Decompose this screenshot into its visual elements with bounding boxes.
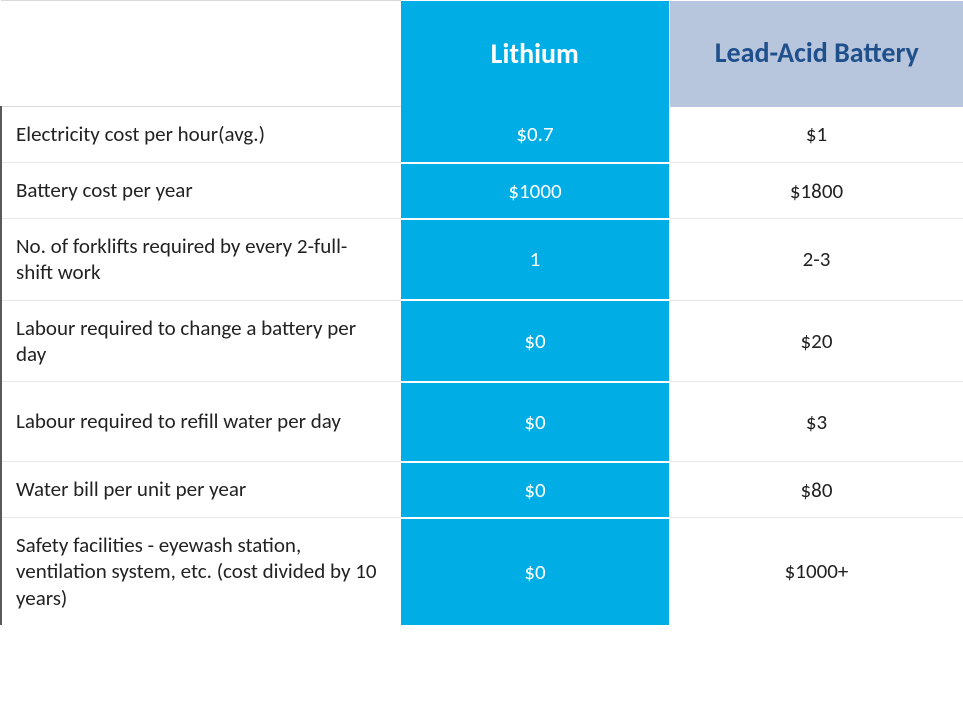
row-leadacid-value: $20: [669, 300, 963, 382]
table-row: Water bill per unit per year $0 $80: [1, 462, 963, 518]
table-row: No. of forklifts required by every 2-ful…: [1, 219, 963, 301]
table-row: Labour required to change a battery per …: [1, 300, 963, 382]
row-lithium-value: $0: [401, 300, 669, 382]
row-lithium-value: $0.7: [401, 107, 669, 163]
row-leadacid-value: $1: [669, 107, 963, 163]
row-leadacid-value: 2-3: [669, 219, 963, 301]
row-label: Safety facilities - eyewash station, ven…: [1, 518, 401, 625]
row-leadacid-value: $1000+: [669, 518, 963, 625]
row-label: Electricity cost per hour(avg.): [1, 107, 401, 163]
table-row: Safety facilities - eyewash station, ven…: [1, 518, 963, 625]
row-label: Water bill per unit per year: [1, 462, 401, 518]
row-leadacid-value: $1800: [669, 163, 963, 219]
header-blank: [1, 1, 401, 107]
row-label: No. of forklifts required by every 2-ful…: [1, 219, 401, 301]
table-header-row: Lithium Lead-Acid Battery: [1, 1, 963, 107]
row-lithium-value: $1000: [401, 163, 669, 219]
row-lithium-value: 1: [401, 219, 669, 301]
header-lead-acid: Lead-Acid Battery: [669, 1, 963, 107]
header-lithium: Lithium: [401, 1, 669, 107]
row-lithium-value: $0: [401, 382, 669, 462]
table-row: Electricity cost per hour(avg.) $0.7 $1: [1, 107, 963, 163]
row-leadacid-value: $80: [669, 462, 963, 518]
row-label: Labour required to change a battery per …: [1, 300, 401, 382]
row-lithium-value: $0: [401, 462, 669, 518]
row-lithium-value: $0: [401, 518, 669, 625]
row-leadacid-value: $3: [669, 382, 963, 462]
table-row: Battery cost per year $1000 $1800: [1, 163, 963, 219]
comparison-table: Lithium Lead-Acid Battery Electricity co…: [0, 0, 963, 625]
comparison-table-sheet: Lithium Lead-Acid Battery Electricity co…: [0, 0, 963, 722]
row-label: Labour required to refill water per day: [1, 382, 401, 462]
table-row: Labour required to refill water per day …: [1, 382, 963, 462]
row-label: Battery cost per year: [1, 163, 401, 219]
